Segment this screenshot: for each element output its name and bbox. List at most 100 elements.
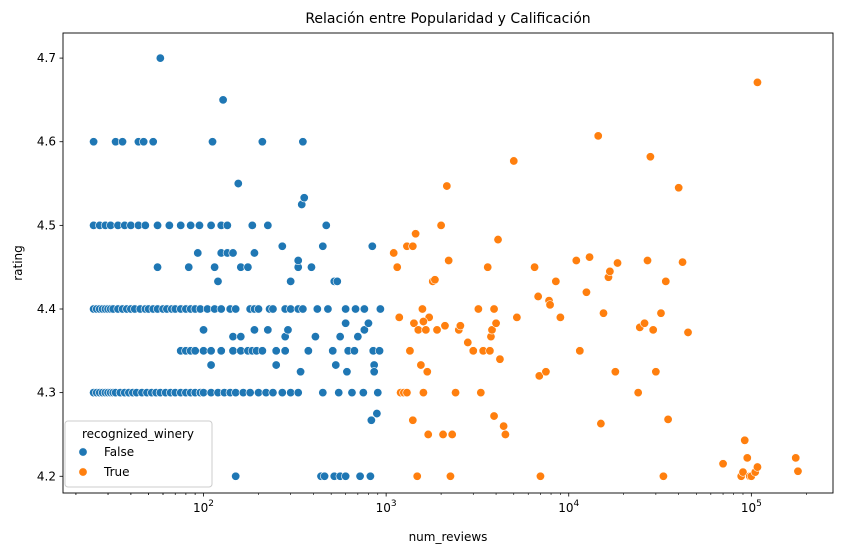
data-point-false <box>298 304 308 314</box>
data-point-true <box>442 181 452 191</box>
x-tick-label-exponent: 4 <box>574 499 580 509</box>
data-point-true <box>643 255 653 265</box>
data-point-true <box>793 466 803 476</box>
data-point-true <box>500 429 510 439</box>
data-point-false <box>140 220 150 230</box>
data-point-true <box>394 312 404 322</box>
data-point-false <box>365 471 375 481</box>
data-point-false <box>335 332 345 342</box>
data-point-false <box>228 346 238 356</box>
data-point-false <box>359 304 369 314</box>
points-layer <box>89 53 803 481</box>
data-point-true <box>575 346 585 356</box>
x-tick-label-exponent: 2 <box>208 499 214 509</box>
data-point-true <box>489 304 499 314</box>
data-point-true <box>656 308 666 318</box>
data-point-true <box>598 308 608 318</box>
data-point-true <box>551 276 561 286</box>
data-point-true <box>613 258 623 268</box>
y-axis-label: rating <box>11 245 25 281</box>
data-point-false <box>231 471 241 481</box>
data-point-true <box>661 276 671 286</box>
data-point-false <box>184 262 194 272</box>
data-point-false <box>263 325 273 335</box>
x-tick-label: 105 <box>741 499 762 515</box>
data-point-false <box>367 241 377 251</box>
data-point-true <box>495 354 505 364</box>
data-point-false <box>296 367 306 377</box>
data-point-false <box>366 415 376 425</box>
data-point-false <box>245 388 255 398</box>
data-point-false <box>271 346 281 356</box>
data-point-false <box>353 332 363 342</box>
data-point-true <box>683 327 693 337</box>
data-point-true <box>440 321 450 331</box>
data-point-false <box>268 388 278 398</box>
data-point-true <box>389 248 399 258</box>
data-point-true <box>571 255 581 265</box>
data-point-true <box>648 325 658 335</box>
y-axis: 4.2 4.3 4.4 4.5 4.6 4.7 <box>37 51 63 483</box>
data-point-false <box>331 360 341 370</box>
data-point-false <box>263 220 273 230</box>
data-point-false <box>199 325 209 335</box>
data-point-true <box>468 346 478 356</box>
data-point-false <box>213 276 223 286</box>
data-point-false <box>153 220 163 230</box>
y-tick-label: 4.4 <box>37 302 56 316</box>
data-point-false <box>236 332 246 342</box>
data-point-true <box>651 367 661 377</box>
data-point-true <box>418 317 428 327</box>
data-point-true <box>545 300 555 310</box>
x-axis: 102 103 104 105 <box>75 493 807 515</box>
data-point-false <box>373 388 383 398</box>
data-point-false <box>271 360 281 370</box>
x-axis-label: num_reviews <box>409 530 488 544</box>
x-tick-label-exponent: 3 <box>391 499 397 509</box>
data-point-true <box>742 453 752 463</box>
data-point-true <box>585 252 595 262</box>
data-point-true <box>718 459 728 469</box>
data-point-false <box>216 346 226 356</box>
y-tick-label: 4.3 <box>37 386 56 400</box>
data-point-true <box>534 371 544 381</box>
data-point-false <box>164 220 174 230</box>
legend-marker-true <box>78 467 88 477</box>
data-point-true <box>678 257 688 267</box>
data-point-true <box>491 318 501 328</box>
data-point-false <box>341 304 351 314</box>
data-point-false <box>199 346 209 356</box>
data-point-true <box>412 471 422 481</box>
data-point-false <box>347 388 357 398</box>
data-point-false <box>194 220 204 230</box>
data-point-true <box>640 318 650 328</box>
data-point-false <box>286 304 296 314</box>
data-point-false <box>216 304 226 314</box>
data-point-false <box>293 388 303 398</box>
data-point-false <box>206 360 216 370</box>
legend-label-false: False <box>104 445 134 459</box>
data-point-true <box>489 411 499 421</box>
x-tick-label-base: 10 <box>558 501 573 515</box>
data-point-false <box>375 346 385 356</box>
data-point-true <box>422 367 432 377</box>
data-point-true <box>476 388 486 398</box>
data-point-true <box>663 414 673 424</box>
x-tick-label-exponent: 5 <box>756 499 762 509</box>
data-point-false <box>351 304 361 314</box>
data-point-false <box>153 262 163 272</box>
data-point-false <box>254 388 264 398</box>
data-point-false <box>206 220 216 230</box>
data-point-false <box>359 325 369 335</box>
data-point-true <box>740 435 750 445</box>
data-point-false <box>243 262 253 272</box>
data-point-true <box>418 388 428 398</box>
data-point-true <box>674 183 684 193</box>
data-point-false <box>148 137 158 147</box>
data-point-true <box>408 415 418 425</box>
data-point-false <box>280 346 290 356</box>
data-point-false <box>208 137 218 147</box>
data-point-false <box>332 276 342 286</box>
data-point-true <box>416 360 426 370</box>
